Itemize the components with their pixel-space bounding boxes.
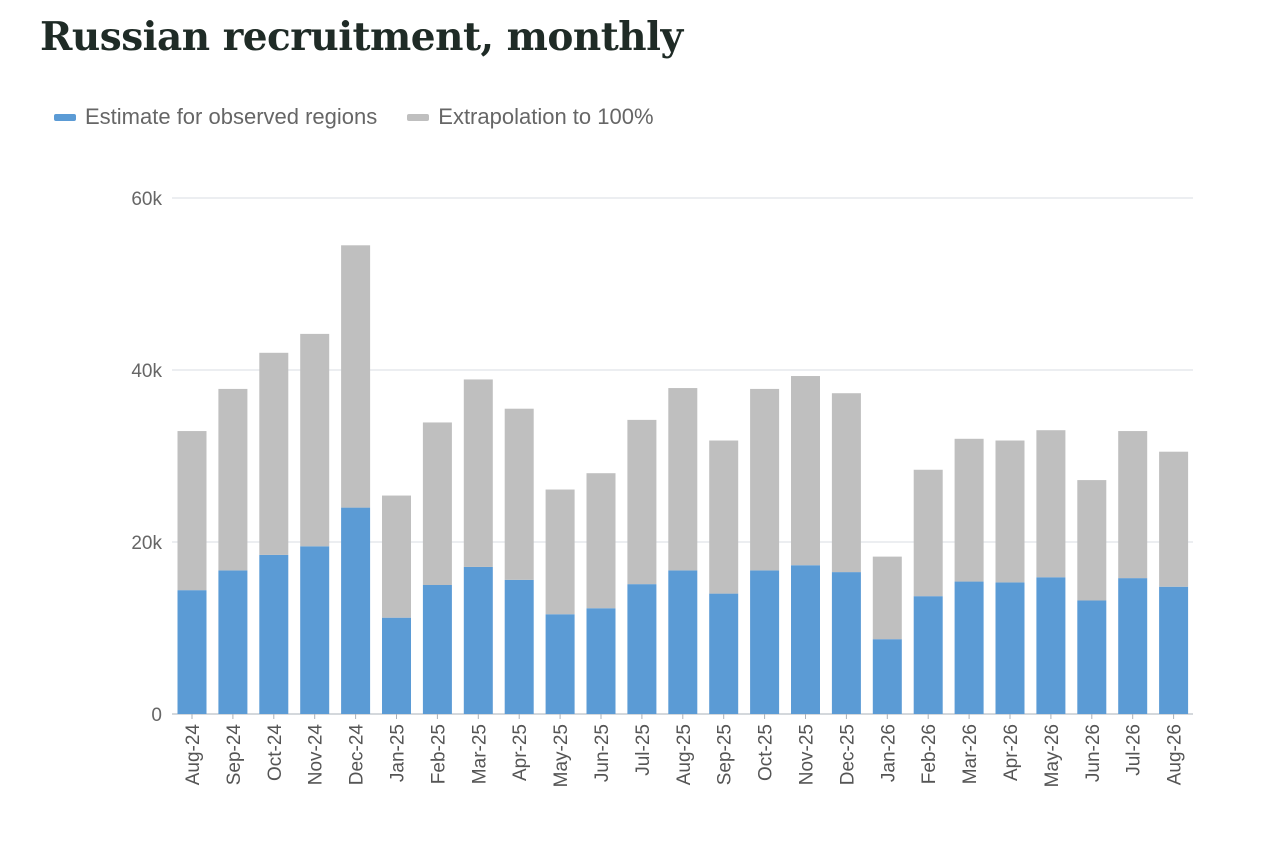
bar-observed — [709, 593, 739, 714]
bar-observed — [668, 570, 698, 714]
bar-extrapolation — [954, 438, 984, 582]
bar-extrapolation — [872, 556, 902, 640]
x-tick-label: Feb-26 — [919, 724, 940, 784]
bar-extrapolation — [1036, 430, 1066, 578]
x-tick-label: Sep-25 — [715, 724, 736, 785]
bar-observed — [422, 585, 452, 714]
x-tick-label: Apr-26 — [1001, 724, 1022, 781]
legend-item-observed[interactable]: Estimate for observed regions — [54, 104, 377, 130]
bar-extrapolation — [218, 388, 248, 571]
bar-observed — [545, 614, 575, 714]
bar-extrapolation — [422, 422, 452, 585]
x-tick-label: Jan-26 — [878, 724, 899, 782]
bar-extrapolation — [586, 473, 616, 609]
y-tick-label: 60k — [131, 189, 162, 210]
x-tick-label: Jun-25 — [592, 724, 613, 782]
x-tick-label: May-25 — [551, 724, 572, 787]
x-tick-label: Jul-25 — [633, 724, 654, 776]
x-tick-label: Oct-24 — [265, 724, 286, 781]
bar-observed — [504, 579, 534, 714]
bar-extrapolation — [382, 495, 411, 618]
legend-item-extrapolation[interactable]: Extrapolation to 100% — [407, 104, 654, 130]
bar-observed — [177, 590, 207, 714]
bar-extrapolation — [1077, 480, 1107, 601]
bar-observed — [995, 582, 1025, 714]
bar-extrapolation — [545, 489, 575, 615]
bar-extrapolation — [750, 388, 780, 571]
bar-observed — [750, 570, 780, 714]
bar-extrapolation — [504, 408, 534, 580]
y-tick-label: 20k — [131, 533, 162, 554]
bar-observed — [218, 570, 248, 714]
bar-extrapolation — [791, 376, 820, 566]
x-tick-label: Jun-26 — [1083, 724, 1104, 782]
x-tick-label: Oct-25 — [756, 724, 777, 781]
x-tick-label: Feb-25 — [428, 724, 449, 784]
bar-observed — [872, 639, 902, 714]
x-tick-label: Aug-24 — [183, 724, 204, 786]
bar-extrapolation — [463, 379, 493, 567]
bar-observed — [259, 554, 289, 714]
x-tick-label: Dec-25 — [837, 724, 858, 785]
bar-extrapolation — [995, 440, 1025, 583]
x-tick-label: Sep-24 — [224, 724, 245, 786]
x-tick-label: Nov-25 — [797, 724, 818, 785]
bar-observed — [300, 546, 330, 714]
bar-observed — [831, 572, 861, 714]
y-tick-label: 0 — [151, 705, 162, 726]
bar-extrapolation — [709, 440, 739, 594]
bar-observed — [1118, 578, 1148, 714]
x-tick-label: Aug-26 — [1165, 724, 1186, 785]
bar-extrapolation — [177, 431, 207, 591]
x-tick-label: Nov-24 — [306, 724, 327, 786]
bar-extrapolation — [341, 245, 371, 508]
x-tick-label: Mar-25 — [469, 724, 490, 784]
x-tick-label: Mar-26 — [960, 724, 981, 784]
x-tick-label: Aug-25 — [674, 724, 695, 785]
bar-observed — [1077, 600, 1107, 714]
bar-extrapolation — [259, 352, 289, 555]
bar-observed — [1159, 586, 1189, 714]
bar-observed — [627, 584, 657, 714]
bar-extrapolation — [1118, 431, 1148, 579]
bar-observed — [341, 507, 371, 714]
bar-observed — [913, 596, 943, 714]
bar-observed — [586, 608, 616, 714]
chart-legend: Estimate for observed regions Extrapolat… — [54, 104, 684, 130]
bar-observed — [791, 565, 820, 714]
y-tick-label: 40k — [131, 361, 162, 382]
bar-observed — [954, 581, 984, 714]
bar-extrapolation — [913, 469, 943, 597]
bar-extrapolation — [831, 393, 861, 573]
x-tick-label: May-26 — [1042, 724, 1063, 787]
legend-swatch-observed — [54, 113, 76, 121]
legend-swatch-extrapolation — [407, 113, 430, 121]
bar-observed — [463, 566, 493, 714]
x-tick-label: Jan-25 — [388, 724, 409, 782]
x-tick-label: Dec-24 — [347, 724, 368, 786]
bar-extrapolation — [1159, 451, 1189, 587]
bar-extrapolation — [627, 419, 657, 585]
chart-title: Russian recruitment, monthly — [40, 14, 683, 60]
bar-observed — [382, 617, 411, 714]
legend-label-observed: Estimate for observed regions — [85, 104, 378, 129]
bar-extrapolation — [300, 333, 330, 547]
x-tick-label: Apr-25 — [510, 724, 531, 781]
x-tick-label: Jul-26 — [1124, 724, 1145, 776]
legend-label-extrapolation: Extrapolation to 100% — [438, 104, 654, 129]
bar-observed — [1036, 577, 1066, 714]
bar-extrapolation — [668, 388, 698, 571]
